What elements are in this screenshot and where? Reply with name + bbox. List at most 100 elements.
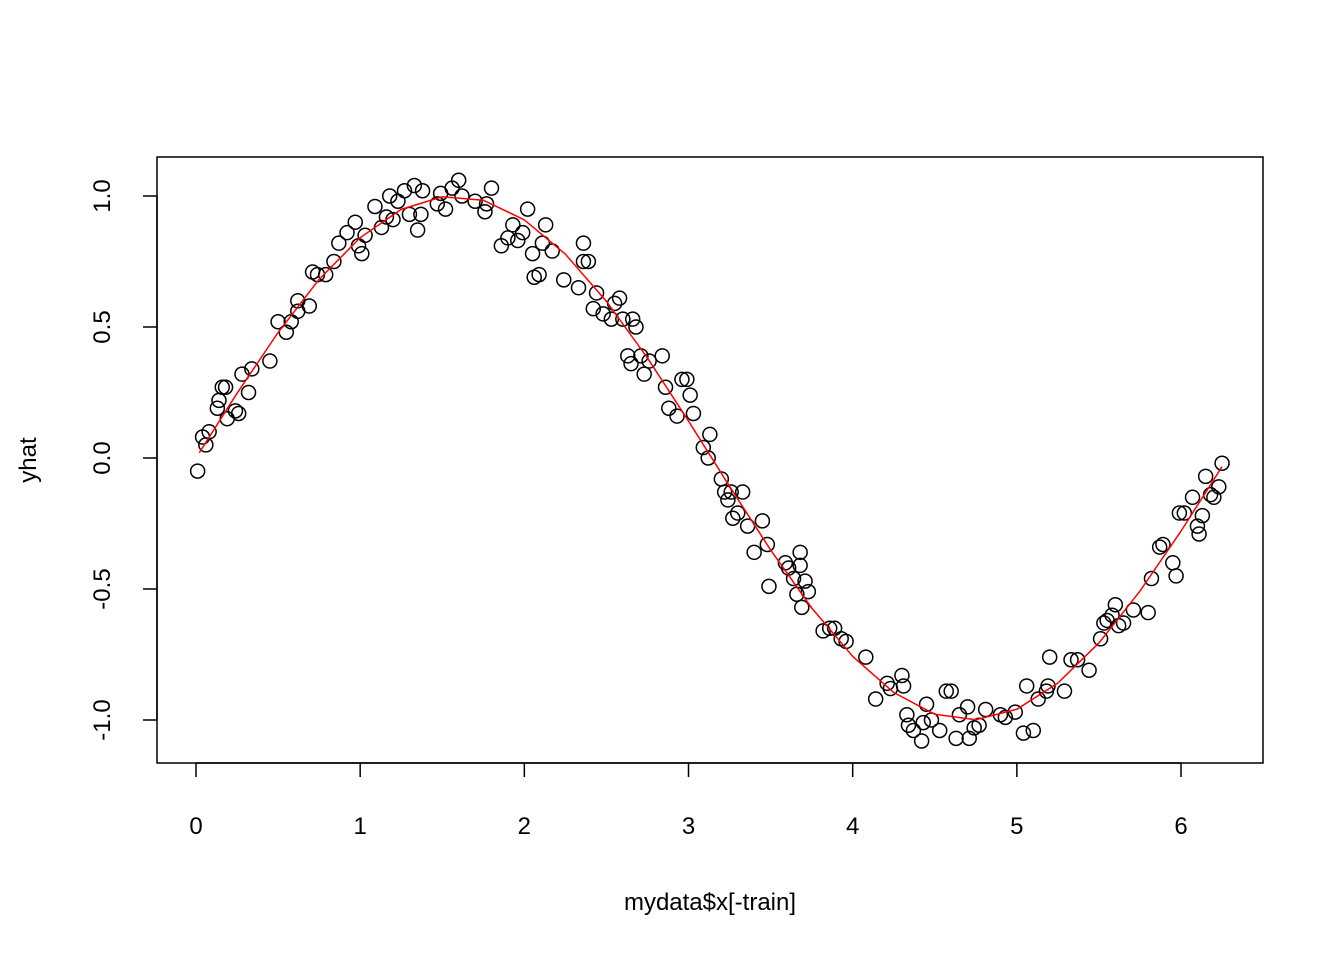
data-point bbox=[575, 235, 592, 251]
data-point bbox=[524, 245, 541, 262]
data-point bbox=[1025, 722, 1042, 739]
data-point bbox=[555, 272, 572, 288]
data-point bbox=[534, 235, 551, 251]
y-tick-label: 0.0 bbox=[89, 441, 116, 474]
data-point bbox=[575, 253, 592, 270]
data-point bbox=[478, 196, 495, 212]
data-point bbox=[230, 405, 247, 422]
data-point bbox=[1214, 455, 1230, 471]
data-point bbox=[301, 298, 318, 314]
data-point bbox=[531, 266, 547, 283]
x-tick-label: 6 bbox=[1174, 813, 1187, 840]
data-point bbox=[201, 424, 217, 440]
data-point bbox=[679, 371, 695, 388]
data-point bbox=[603, 311, 620, 327]
data-point bbox=[413, 206, 429, 223]
data-point bbox=[641, 353, 657, 369]
data-point bbox=[899, 707, 915, 723]
data-point bbox=[1063, 651, 1079, 668]
data-point bbox=[997, 709, 1014, 726]
x-tick-label: 0 bbox=[189, 813, 202, 840]
data-point bbox=[381, 188, 398, 204]
data-point bbox=[1018, 678, 1035, 694]
data-point bbox=[278, 324, 295, 340]
data-point bbox=[240, 384, 257, 401]
plot-box bbox=[156, 156, 1264, 764]
data-point bbox=[234, 366, 250, 382]
data-point bbox=[761, 578, 777, 595]
x-tick-label: 3 bbox=[682, 813, 695, 840]
y-tick-label: 0.5 bbox=[89, 310, 116, 343]
data-point bbox=[227, 403, 244, 419]
data-point bbox=[915, 714, 932, 731]
data-point bbox=[390, 193, 406, 209]
data-point bbox=[1041, 649, 1058, 665]
data-point bbox=[1040, 678, 1056, 694]
data-point bbox=[510, 232, 526, 249]
data-point bbox=[1069, 651, 1086, 668]
data-point bbox=[467, 193, 483, 209]
x-tick-label: 4 bbox=[846, 813, 859, 840]
data-point bbox=[695, 439, 712, 456]
data-point bbox=[339, 224, 355, 241]
data-point bbox=[350, 238, 367, 254]
data-point bbox=[623, 355, 639, 372]
data-point bbox=[483, 180, 500, 196]
data-point bbox=[948, 730, 964, 747]
data-point bbox=[1140, 604, 1156, 621]
data-point bbox=[519, 201, 536, 217]
data-point bbox=[1125, 602, 1142, 618]
data-point bbox=[723, 484, 739, 500]
data-point bbox=[357, 227, 373, 244]
data-point bbox=[759, 536, 776, 553]
data-point bbox=[669, 408, 685, 424]
data-point bbox=[815, 623, 831, 639]
data-point bbox=[450, 172, 467, 189]
data-point bbox=[580, 253, 597, 270]
data-point bbox=[725, 510, 741, 527]
data-point bbox=[1206, 489, 1222, 506]
data-point bbox=[959, 699, 976, 715]
x-tick-label: 2 bbox=[518, 813, 531, 840]
data-point bbox=[792, 557, 808, 574]
data-point bbox=[654, 348, 670, 364]
data-point bbox=[657, 379, 674, 396]
data-point bbox=[894, 667, 910, 684]
y-tick-label: -0.5 bbox=[89, 568, 116, 609]
data-point bbox=[505, 217, 521, 233]
data-point bbox=[378, 209, 395, 225]
data-point bbox=[636, 366, 652, 382]
data-point bbox=[1197, 468, 1214, 485]
data-point bbox=[211, 392, 227, 409]
data-point bbox=[821, 620, 838, 637]
data-point bbox=[905, 722, 922, 739]
data-point bbox=[1189, 518, 1206, 534]
data-point bbox=[429, 196, 446, 212]
data-point bbox=[1191, 526, 1207, 542]
data-point bbox=[900, 717, 917, 733]
data-point bbox=[437, 201, 454, 217]
data-point bbox=[674, 371, 690, 388]
y-tick-label: 1.0 bbox=[89, 179, 116, 212]
data-point bbox=[270, 314, 286, 330]
data-point bbox=[913, 733, 930, 749]
data-point bbox=[309, 266, 326, 283]
data-point bbox=[961, 730, 977, 747]
data-point bbox=[454, 188, 470, 204]
data-point bbox=[1056, 683, 1073, 699]
data-point bbox=[838, 633, 854, 650]
data-point bbox=[1176, 505, 1193, 521]
data-point bbox=[734, 484, 751, 500]
data-point bbox=[918, 696, 935, 713]
y-axis-label: yhat bbox=[15, 437, 42, 483]
data-point bbox=[1081, 662, 1097, 678]
data-point bbox=[367, 198, 383, 215]
data-point bbox=[685, 405, 702, 422]
data-point bbox=[1194, 507, 1211, 524]
data-point bbox=[797, 573, 813, 589]
data-point bbox=[544, 243, 560, 259]
data-point bbox=[477, 203, 493, 220]
data-point bbox=[943, 683, 959, 699]
x-axis: 0 1 2 3 4 5 6 bbox=[189, 762, 1188, 840]
